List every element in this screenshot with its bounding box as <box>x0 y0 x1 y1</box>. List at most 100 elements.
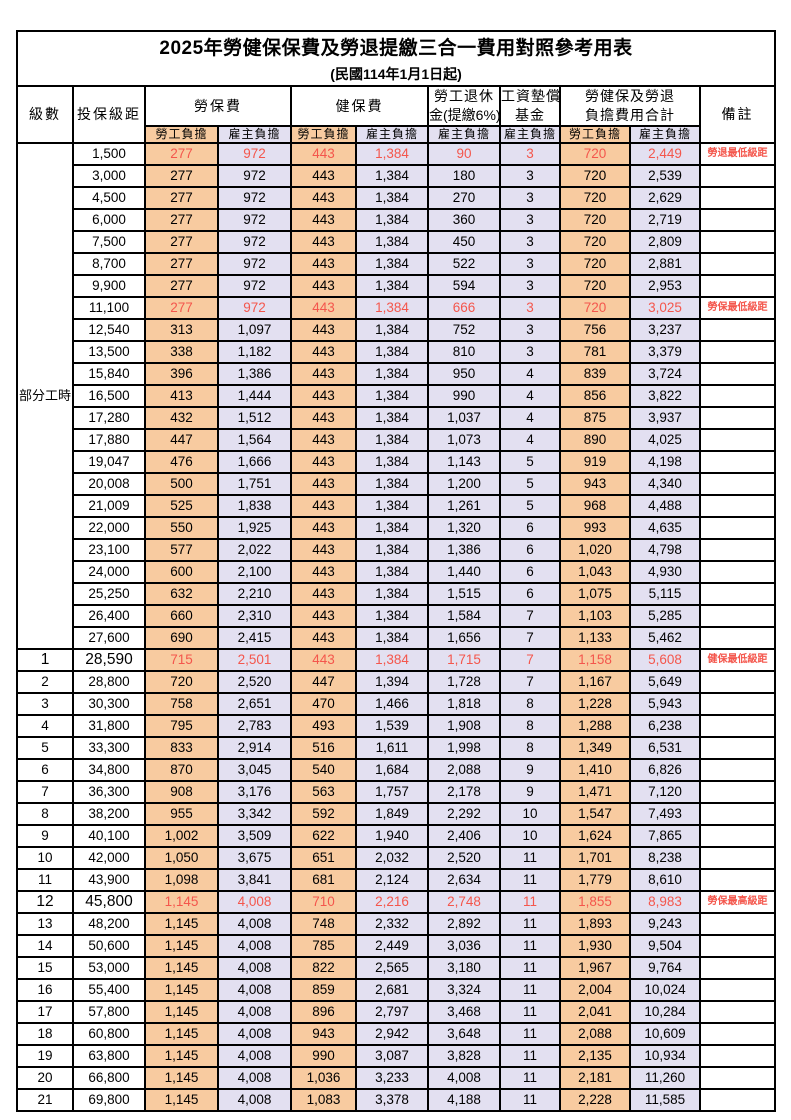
cell-wage-fund-employer: 7 <box>499 604 561 628</box>
cell-health-employer: 2,449 <box>355 934 429 958</box>
cell-health-employee: 443 <box>290 384 357 408</box>
cell-health-employee: 1,083 <box>290 1088 357 1112</box>
cell-wage-fund-employer: 11 <box>499 846 561 870</box>
cell-level: 12 <box>16 890 74 914</box>
cell-health-employer: 1,384 <box>355 274 429 298</box>
cell-labor-employer: 4,008 <box>217 934 292 958</box>
table-row: 5 33,300 833 2,914 516 1,611 1,998 8 1,349 6,531 <box>16 736 777 760</box>
cell-labor-employer: 2,022 <box>217 538 292 562</box>
table-row: 12,540 313 1,097 443 1,384 752 3 756 3,237 <box>17 318 777 342</box>
cell-labor-employee: 795 <box>144 714 219 738</box>
header-row-groups: 級數 投保級距 勞保費 健保費 勞工退休 金(提繳6%) 工資墊償 基金 勞健保及勞… <box>16 85 777 144</box>
cell-labor-employee: 600 <box>144 560 219 584</box>
cell-total-employer: 2,629 <box>629 186 701 210</box>
cell-total-employer: 3,724 <box>629 362 701 386</box>
cell-remark <box>698 318 777 342</box>
cell-total-employer: 4,488 <box>629 494 701 518</box>
cell-labor-employer: 1,925 <box>217 516 292 540</box>
cell-total-employee: 720 <box>559 252 631 276</box>
cell-total-employer: 4,198 <box>629 450 701 474</box>
cell-pension-employer: 360 <box>427 208 501 232</box>
table-row: 16 55,400 1,145 4,008 859 2,681 3,324 11 2,004 10… <box>16 978 777 1002</box>
cell-wage-fund-employer: 3 <box>499 164 561 188</box>
cell-wage-fund-employer: 4 <box>499 362 561 386</box>
cell-health-employer: 3,378 <box>355 1088 429 1112</box>
cell-labor-employer: 4,008 <box>217 912 292 936</box>
cell-health-employer: 1,394 <box>355 670 429 694</box>
cell-total-employee: 1,967 <box>559 956 631 980</box>
table-row: 17,880 447 1,564 443 1,384 1,073 4 890 4,025 <box>17 428 777 452</box>
cell-labor-employer: 2,914 <box>217 736 292 760</box>
cell-labor-employee: 396 <box>144 362 219 386</box>
cell-health-employer: 3,233 <box>355 1066 429 1090</box>
cell-health-employee: 592 <box>290 802 357 826</box>
cell-wage-fund-employer: 11 <box>499 934 561 958</box>
cell-bracket: 38,200 <box>72 802 146 826</box>
cell-level: 14 <box>16 934 74 958</box>
cell-labor-employee: 550 <box>144 516 219 540</box>
cell-labor-employee: 277 <box>144 164 219 188</box>
cell-total-employee: 856 <box>559 384 631 408</box>
cell-labor-employer: 4,008 <box>217 1066 292 1090</box>
cell-total-employee: 1,020 <box>559 538 631 562</box>
cell-labor-employee: 870 <box>144 758 219 782</box>
cell-pension-employer: 950 <box>427 362 501 386</box>
cell-total-employer: 8,610 <box>629 868 701 892</box>
cell-level: 20 <box>16 1066 74 1090</box>
header-total-line2: 負擔費用合計 <box>585 107 675 123</box>
cell-bracket: 60,800 <box>72 1022 146 1046</box>
cell-wage-fund-employer: 7 <box>499 626 561 650</box>
cell-pension-employer: 1,818 <box>427 692 501 716</box>
cell-total-employer: 2,449 <box>629 142 701 166</box>
cell-total-employee: 2,004 <box>559 978 631 1002</box>
cell-remark <box>698 670 777 694</box>
cell-labor-employee: 277 <box>144 274 219 298</box>
table-row: 16,500 413 1,444 443 1,384 990 4 856 3,822 <box>17 384 777 408</box>
table-row: 22,000 550 1,925 443 1,384 1,320 6 993 4,635 <box>17 516 777 540</box>
cell-labor-employer: 3,045 <box>217 758 292 782</box>
cell-total-employee: 890 <box>559 428 631 452</box>
cell-labor-employee: 1,145 <box>144 890 219 914</box>
cell-labor-employee: 908 <box>144 780 219 804</box>
cell-wage-fund-employer: 3 <box>499 186 561 210</box>
cell-health-employer: 1,384 <box>355 648 429 672</box>
cell-level: 17 <box>16 1000 74 1024</box>
cell-bracket: 23,100 <box>72 538 146 562</box>
table-row: 11,100 277 972 443 1,384 666 3 720 3,025 勞保最低級距 <box>17 296 777 320</box>
cell-labor-employer: 972 <box>217 274 292 298</box>
cell-wage-fund-employer: 11 <box>499 956 561 980</box>
cell-labor-employee: 1,145 <box>144 1022 219 1046</box>
cell-health-employee: 443 <box>290 208 357 232</box>
cell-health-employee: 443 <box>290 274 357 298</box>
cell-total-employee: 1,167 <box>559 670 631 694</box>
cell-health-employee: 443 <box>290 450 357 474</box>
cell-health-employer: 2,565 <box>355 956 429 980</box>
table-row: 4,500 277 972 443 1,384 270 3 720 2,629 <box>17 186 777 210</box>
cell-total-employee: 756 <box>559 318 631 342</box>
cell-wage-fund-employer: 8 <box>499 714 561 738</box>
cell-total-employee: 2,228 <box>559 1088 631 1112</box>
cell-bracket: 31,800 <box>72 714 146 738</box>
cell-remark <box>698 846 777 870</box>
cell-wage-fund-employer: 9 <box>499 758 561 782</box>
table-row: 12 45,800 1,145 4,008 710 2,216 2,748 11 1,855 8,… <box>16 890 777 914</box>
cell-health-employer: 2,216 <box>355 890 429 914</box>
cell-labor-employer: 2,651 <box>217 692 292 716</box>
cell-labor-employer: 4,008 <box>217 1000 292 1024</box>
cell-pension-employer: 1,715 <box>427 648 501 672</box>
cell-remark: 健保最低級距 <box>698 648 777 672</box>
cell-total-employee: 968 <box>559 494 631 518</box>
cell-wage-fund-employer: 3 <box>499 318 561 342</box>
cell-labor-employee: 500 <box>144 472 219 496</box>
table-row: 15,840 396 1,386 443 1,384 950 4 839 3,724 <box>17 362 777 386</box>
table-row: 15 53,000 1,145 4,008 822 2,565 3,180 11 1,967 9,… <box>16 956 777 980</box>
cell-pension-employer: 1,998 <box>427 736 501 760</box>
cell-wage-fund-employer: 3 <box>499 208 561 232</box>
cell-bracket: 66,800 <box>72 1066 146 1090</box>
cell-labor-employer: 972 <box>217 296 292 320</box>
header-total: 勞健保及勞退 負擔費用合計 <box>559 85 701 127</box>
cell-wage-fund-employer: 11 <box>499 1088 561 1112</box>
cell-labor-employee: 955 <box>144 802 219 826</box>
cell-total-employee: 1,930 <box>559 934 631 958</box>
subheader-pension-employer: 雇主負擔 <box>427 125 501 144</box>
